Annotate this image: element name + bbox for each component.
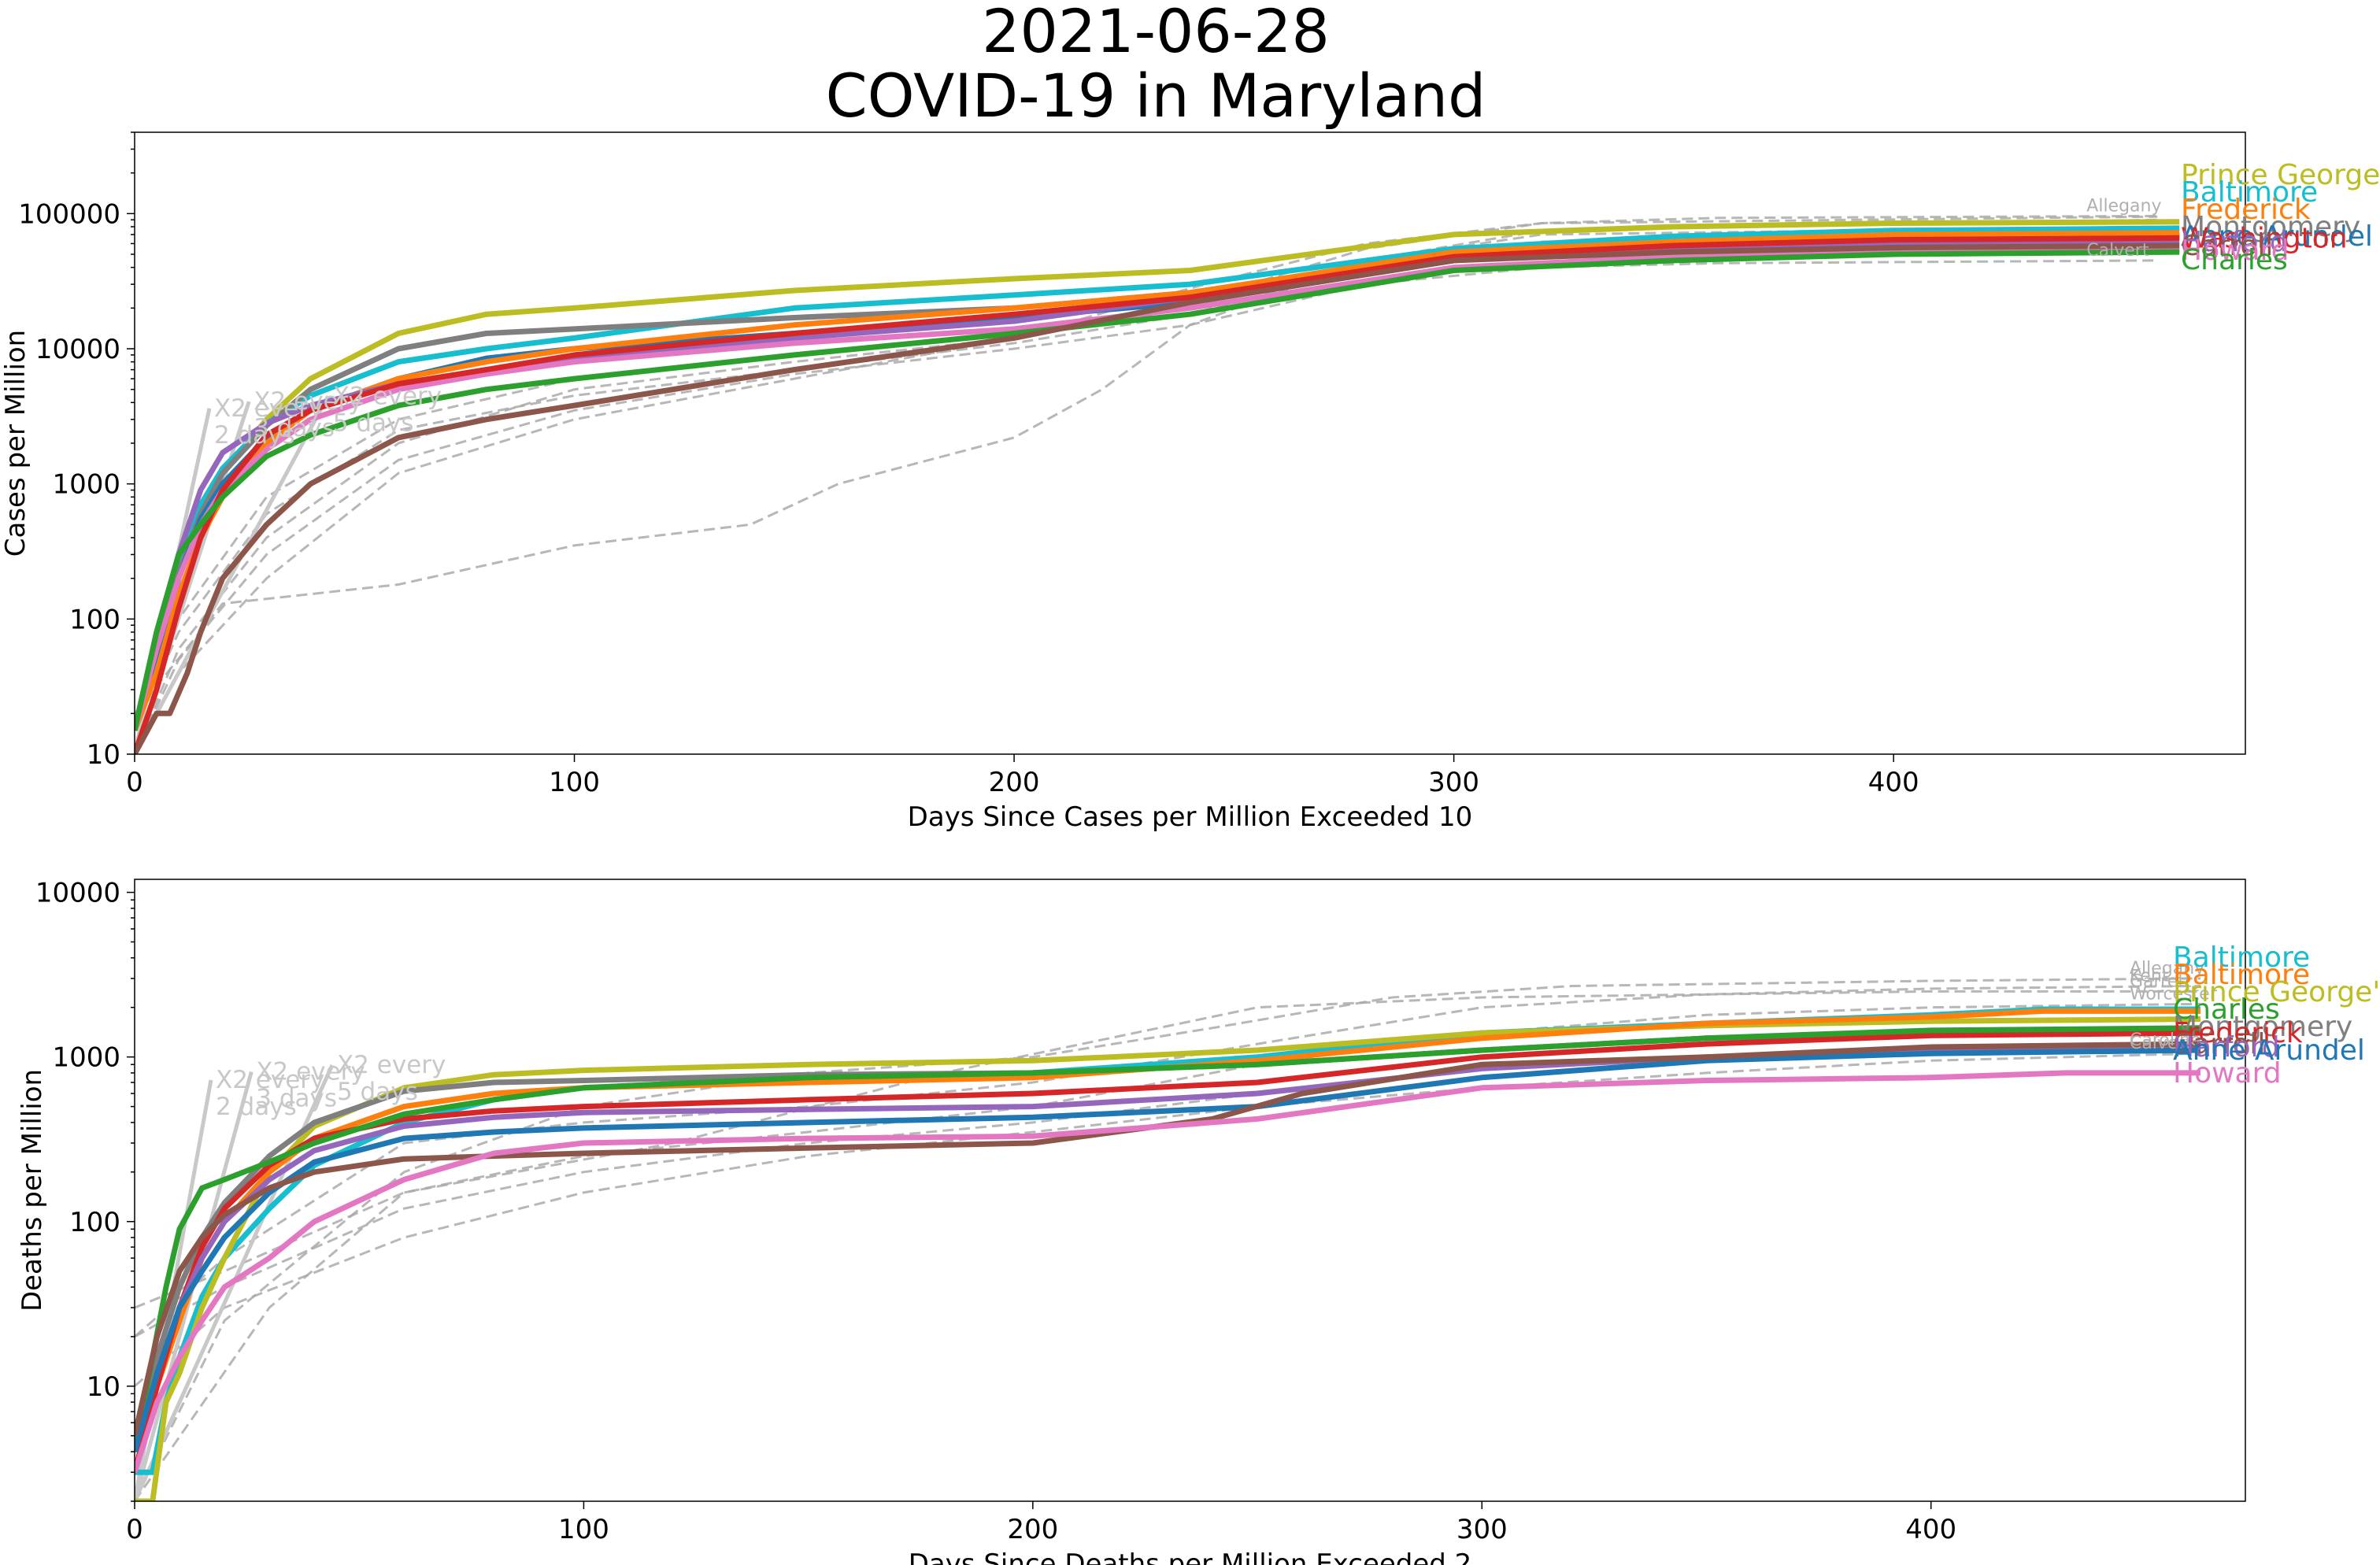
x-tick-label: 100	[558, 1514, 609, 1545]
x-tick-label: 0	[126, 1514, 143, 1545]
series-end-label-9: Howard	[2173, 1057, 2282, 1090]
y-axis-label: Deaths per Million	[17, 1069, 48, 1312]
doubling-reference-label: X2 every	[254, 387, 362, 416]
series-line-9	[135, 1070, 2200, 1474]
y-tick-label: 10000	[35, 334, 120, 365]
x-axis-label: Days Since Cases per Million Exceeded 10	[908, 801, 1473, 833]
series-end-label-7: Washington	[2181, 222, 2348, 254]
series-end-label-4: Frederick	[2181, 194, 2311, 226]
series-line-6	[135, 246, 2180, 731]
series-end-label-6: Harford	[2173, 1031, 2280, 1064]
figure-title-line-1: 2021-06-28	[982, 0, 1330, 66]
x-tick-label: 300	[1457, 1514, 1508, 1545]
y-tick-label: 1000	[52, 469, 120, 501]
background-series-label: Calvert	[2130, 1034, 2193, 1053]
figure-title-line-2: COVID-19 in Maryland	[826, 61, 1486, 131]
background-series-line	[135, 1052, 2201, 1387]
series-end-label-2: Montgomery	[2181, 211, 2360, 243]
series-end-label-1: Prince George's	[2173, 976, 2380, 1008]
series-line-5	[135, 1025, 2201, 1452]
doubling-reference-label: 3 days	[256, 1084, 337, 1112]
y-tick-label: 100000	[18, 198, 120, 230]
doubling-reference-label: X2 every	[333, 382, 442, 410]
series-end-label-0: Baltimore	[2173, 942, 2310, 974]
y-tick-label: 10	[87, 739, 120, 771]
series-line-1	[135, 225, 2180, 731]
background-series-label: Worcester	[2130, 984, 2218, 1004]
x-tick-label: 200	[1007, 1514, 1058, 1545]
series-end-label-5: Harford	[2181, 226, 2288, 258]
background-series-label: Garrett	[2130, 971, 2192, 991]
x-tick-label: 200	[989, 767, 1040, 798]
y-tick-label: 10	[87, 1371, 120, 1403]
series-end-label-9: Carroll	[2181, 230, 2273, 262]
series-end-label-2: Baltimore	[2173, 959, 2310, 991]
background-series-line	[135, 1049, 2201, 1338]
doubling-reference-line	[135, 395, 330, 754]
series-end-label-3: Montgomery	[2173, 1011, 2352, 1043]
doubling-reference-label: X2 every	[256, 1057, 365, 1086]
series-line-4	[135, 1030, 2201, 1474]
x-tick-label: 400	[1905, 1514, 1956, 1545]
y-tick-label: 10000	[35, 878, 120, 909]
plot-area	[135, 214, 2180, 754]
x-axis-label: Days Since Deaths per Million Exceeded 2	[909, 1548, 1472, 1565]
doubling-reference-label: 5 days	[333, 409, 414, 437]
y-tick-label: 100	[69, 604, 120, 635]
background-series-label: Allegany	[2130, 959, 2204, 979]
doubling-reference-label: 2 days	[216, 1093, 297, 1121]
deaths-panel: 0 100 200 300 400 10 100 1000 10000 Days Since De…	[17, 878, 2380, 1565]
x-tick-label: 0	[126, 767, 143, 798]
doubling-reference-label: 3 days	[254, 414, 335, 442]
series-end-label-0: Prince George's	[2181, 159, 2380, 191]
series-line-7	[135, 1047, 2201, 1453]
y-axis-label: Cases per Million	[0, 330, 31, 557]
series-end-label-5: Charles	[2173, 993, 2280, 1026]
series-end-label-8: Carroll	[2173, 1028, 2265, 1060]
y-tick-label: 1000	[52, 1042, 120, 1074]
doubling-reference-label: X2 every	[214, 394, 323, 423]
doubling-reference-label: X2 every	[337, 1051, 446, 1079]
doubling-reference-label: 2 days	[214, 421, 295, 450]
x-tick-label: 400	[1868, 767, 1919, 798]
background-series-label: Caroline	[2130, 1030, 2201, 1050]
series-line-9	[135, 242, 2180, 754]
series-line-8	[135, 249, 2180, 731]
series-end-label-8: Charles	[2181, 244, 2288, 276]
background-series-line	[135, 990, 2200, 1501]
background-series-label: Kent	[2130, 966, 2169, 986]
doubling-reference-label: X2 every	[216, 1066, 324, 1094]
doubling-reference-label: 5 days	[337, 1078, 418, 1106]
plot-area	[135, 977, 2201, 1501]
series-end-label-7: Anne Arundel	[2173, 1034, 2365, 1067]
background-series-line	[135, 977, 2201, 1501]
cases-panel: 0 100 200 300 400 10 100 1000 10000 100000 Days Si…	[0, 131, 2380, 833]
series-line-8	[135, 1041, 2201, 1437]
background-series-label: Calvert	[2086, 241, 2149, 261]
series-end-label-3: Anne Arundel	[2181, 220, 2373, 253]
series-end-label-4: Frederick	[2173, 1017, 2303, 1049]
series-end-label-1: Baltimore	[2181, 176, 2318, 209]
background-series-label: Allegany	[2086, 196, 2161, 216]
series-line-7	[135, 235, 2180, 754]
x-tick-label: 100	[549, 767, 600, 798]
series-line-1	[135, 1016, 2201, 1501]
x-tick-label: 300	[1428, 767, 1479, 798]
y-tick-label: 100	[69, 1207, 120, 1238]
plot-frame	[134, 879, 2246, 1502]
series-end-label-6: Howard	[2181, 235, 2289, 267]
